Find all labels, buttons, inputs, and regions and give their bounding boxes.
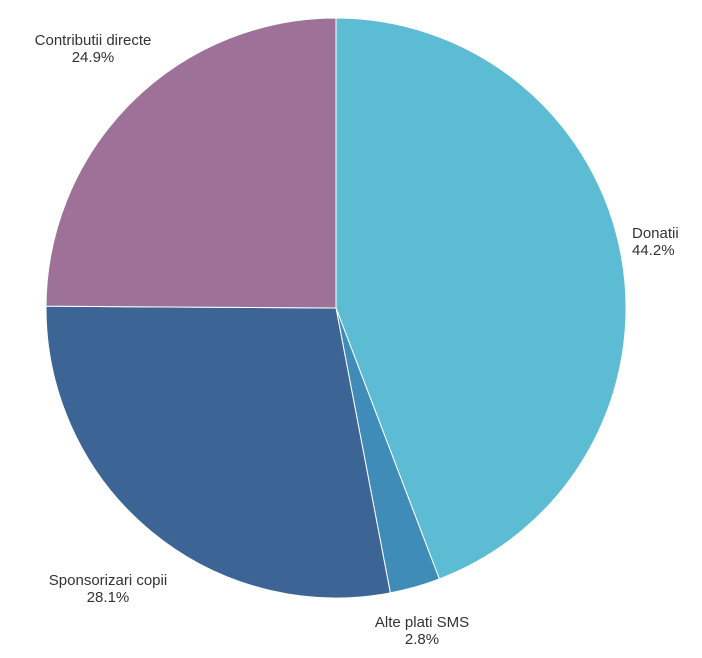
- slice-label-donatii: Donatii 44.2%: [632, 225, 679, 259]
- slice-name: Alte plati SMS: [375, 614, 469, 631]
- slice-name: Contributii directe: [35, 32, 152, 49]
- slice-percent: 28.1%: [87, 589, 130, 606]
- slice-name: Sponsorizari copii: [49, 572, 167, 589]
- slice-percent: 2.8%: [405, 631, 439, 648]
- slice-name: Donatii: [632, 225, 679, 242]
- pie-slice-donatii: [335, 17, 627, 580]
- slice-label-alte-plati-sms: Alte plati SMS 2.8%: [375, 614, 469, 648]
- slice-percent: 44.2%: [632, 242, 675, 259]
- slice-label-contributii-directe: Contributii directe 24.9%: [35, 32, 152, 66]
- slice-percent: 24.9%: [72, 49, 115, 66]
- pie-slices: [45, 17, 627, 599]
- pie-labels: Donatii 44.2% Alte plati SMS 2.8% Sponsoriza…: [35, 32, 679, 648]
- pie-slice-sponsorizari-copii: [45, 305, 391, 599]
- pie-slice-contributii-directe: [45, 17, 337, 309]
- slice-label-sponsorizari-copii: Sponsorizari copii 28.1%: [49, 572, 167, 606]
